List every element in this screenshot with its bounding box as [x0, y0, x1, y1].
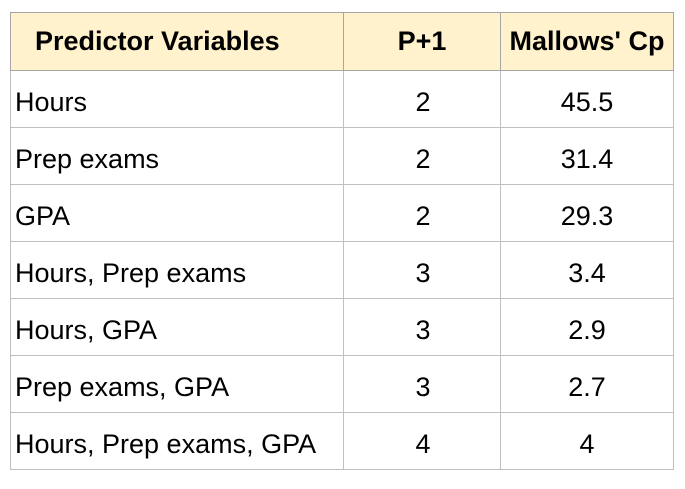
mallows-cp-table-container: Predictor Variables P+1 Mallows' Cp Hour… [10, 12, 674, 470]
table-row: Prep exams 2 31.4 [10, 127, 674, 185]
cell-p-plus-1: 3 [343, 241, 501, 299]
table-row: Hours 2 45.5 [10, 70, 674, 128]
table-row: Hours, GPA 3 2.9 [10, 298, 674, 356]
cell-variables: Hours, Prep exams [10, 241, 344, 299]
cell-variables: Hours, Prep exams, GPA [10, 412, 344, 470]
cell-mallows-cp: 29.3 [500, 184, 674, 242]
cell-mallows-cp: 2.9 [500, 298, 674, 356]
header-predictor-variables: Predictor Variables [10, 12, 344, 71]
cell-mallows-cp: 3.4 [500, 241, 674, 299]
table-row: Prep exams, GPA 3 2.7 [10, 355, 674, 413]
cell-variables: Prep exams [10, 127, 344, 185]
cell-mallows-cp: 45.5 [500, 70, 674, 128]
cell-mallows-cp: 2.7 [500, 355, 674, 413]
cell-p-plus-1: 2 [343, 184, 501, 242]
header-row: Predictor Variables P+1 Mallows' Cp [10, 12, 674, 71]
table-row: Hours, Prep exams 3 3.4 [10, 241, 674, 299]
cell-p-plus-1: 4 [343, 412, 501, 470]
header-p-plus-1: P+1 [343, 12, 501, 71]
cell-p-plus-1: 3 [343, 355, 501, 413]
cell-variables: Hours, GPA [10, 298, 344, 356]
table-row: Hours, Prep exams, GPA 4 4 [10, 412, 674, 470]
cell-variables: Prep exams, GPA [10, 355, 344, 413]
header-mallows-cp: Mallows' Cp [500, 12, 674, 71]
cell-p-plus-1: 2 [343, 70, 501, 128]
cell-p-plus-1: 2 [343, 127, 501, 185]
cell-variables: GPA [10, 184, 344, 242]
cell-variables: Hours [10, 70, 344, 128]
cell-mallows-cp: 4 [500, 412, 674, 470]
cell-mallows-cp: 31.4 [500, 127, 674, 185]
mallows-cp-table: Predictor Variables P+1 Mallows' Cp Hour… [10, 12, 674, 470]
table-row: GPA 2 29.3 [10, 184, 674, 242]
cell-p-plus-1: 3 [343, 298, 501, 356]
